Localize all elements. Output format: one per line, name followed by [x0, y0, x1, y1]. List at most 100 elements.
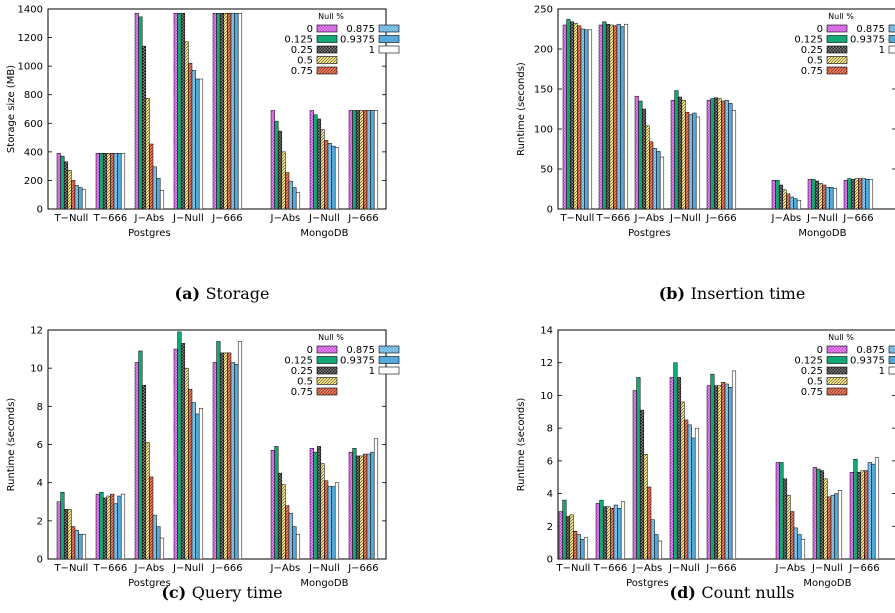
bar-postgres-0-series-7: [583, 537, 589, 560]
caption-letter: (a): [175, 284, 206, 303]
bar-postgres-3-series-3: [681, 99, 686, 210]
bar-postgres-3-series-1: [673, 362, 678, 560]
bar-mongodb-2-series-6: [865, 179, 870, 210]
bar-mongodb-0-series-6: [797, 534, 802, 560]
bar-postgres-0-series-0: [562, 24, 567, 210]
bar-mongodb-2-series-2: [355, 455, 361, 560]
bar-postgres-4-series-1: [216, 341, 221, 560]
bar-postgres-4-series-7: [731, 370, 737, 560]
legend-label: 0.75: [801, 387, 823, 398]
bar-postgres-4-series-2: [713, 385, 719, 560]
bar-postgres-2-series-3: [645, 125, 650, 210]
bar-postgres-0-series-6: [584, 29, 589, 210]
bar-mongodb-0-series-6: [292, 187, 297, 210]
bar-mongodb-0-series-5: [288, 512, 293, 560]
legend-swatch: [826, 377, 848, 385]
bar-postgres-0-series-6: [78, 533, 83, 560]
bar-mongodb-2-series-4: [363, 110, 368, 210]
bar-postgres-0-series-6: [580, 539, 585, 560]
bar-postgres-3-series-5: [687, 424, 692, 560]
bar-postgres-0-series-1: [60, 491, 65, 560]
bar-postgres-0-series-7: [81, 533, 87, 560]
y-tick-label: 100: [534, 125, 553, 136]
bar-postgres-0-series-7: [81, 189, 87, 210]
x-tick-label: J−Abs: [270, 213, 301, 224]
bar-postgres-2-series-1: [638, 100, 643, 210]
x-tick-label: T−666: [596, 213, 631, 224]
legend-swatch: [316, 56, 338, 64]
bar-mongodb-2-series-7: [868, 179, 874, 210]
legend-swatch: [888, 45, 895, 54]
legend-swatch: [826, 345, 848, 354]
bar-postgres-2-series-2: [141, 385, 147, 560]
bar-postgres-3-series-5: [688, 114, 693, 210]
bar-postgres-3-series-5: [191, 402, 196, 560]
legend-label: 0.75: [801, 66, 823, 77]
chart-panel-1: 0 200 400 600 800 1000 1200 1400 Storage size (M…: [6, 5, 400, 303]
legend-label: 0.9375: [340, 356, 375, 367]
bar-postgres-0-series-5: [576, 534, 581, 560]
bar-mongodb-0-series-0: [270, 110, 275, 210]
legend-swatch: [888, 24, 895, 33]
legend-label: 0.5: [297, 377, 313, 388]
bar-mongodb-1-series-2: [316, 446, 322, 560]
bar-postgres-0-series-5: [74, 185, 79, 210]
bar-postgres-0-series-6: [78, 187, 83, 210]
bar-postgres-4-series-6: [234, 13, 239, 210]
bar-mongodb-2-series-3: [359, 110, 364, 210]
legend-swatch: [888, 366, 895, 375]
bar-mongodb-0-series-4: [786, 193, 791, 210]
bar-postgres-3-series-7: [198, 407, 204, 560]
legend-label: 0: [307, 345, 313, 356]
legend-label: 0.125: [794, 35, 823, 46]
bar-postgres-2-series-4: [649, 141, 654, 210]
legend-swatch: [378, 366, 400, 375]
legend-label: 0.875: [856, 345, 885, 356]
bar-mongodb-0-series-6: [793, 198, 798, 210]
x-tick-label: J−Null: [172, 213, 204, 224]
group-label: Postgres: [128, 578, 171, 589]
bar-postgres-0-series-1: [562, 499, 567, 560]
bar-postgres-2-series-3: [145, 98, 150, 210]
bar-postgres-4-series-3: [717, 98, 722, 210]
x-tick-label: T−Null: [53, 213, 88, 224]
legend-swatch: [316, 387, 338, 396]
bar-postgres-0-series-3: [569, 514, 574, 560]
bar-postgres-1-series-6: [117, 495, 122, 560]
y-tick-label: 0: [37, 205, 43, 216]
bar-postgres-4-series-0: [706, 385, 711, 560]
bar-postgres-3-series-0: [670, 99, 675, 210]
bar-mongodb-0-series-1: [274, 446, 279, 560]
bar-mongodb-1-series-6: [331, 145, 336, 210]
bar-postgres-1-series-5: [613, 504, 618, 560]
bar-mongodb-1-series-1: [313, 451, 318, 560]
x-tick-label: T−Null: [555, 563, 590, 574]
legend-swatch: [316, 24, 338, 33]
bar-postgres-3-series-2: [180, 13, 186, 210]
bar-postgres-2-series-5: [650, 519, 655, 560]
bar-postgres-1-series-2: [605, 23, 611, 210]
bar-postgres-2-series-1: [636, 377, 641, 560]
caption-letter: (b): [659, 284, 691, 303]
bar-mongodb-2-series-5: [861, 178, 866, 210]
x-tick-label: T−666: [93, 563, 128, 574]
bar-mongodb-0-series-4: [285, 505, 290, 560]
legend-label: 0.75: [291, 66, 313, 77]
bar-postgres-0-series-3: [573, 23, 578, 210]
bar-postgres-1-series-5: [616, 23, 621, 210]
bar-mongodb-1-series-6: [331, 486, 336, 560]
y-tick-label: 14: [540, 326, 553, 337]
bar-postgres-2-series-4: [647, 486, 652, 560]
y-tick-label: 8: [547, 424, 553, 435]
group-label: Postgres: [626, 578, 669, 589]
bar-mongodb-2-series-5: [366, 110, 371, 210]
y-tick-label: 150: [534, 85, 553, 96]
x-tick-label: J−666: [211, 563, 242, 574]
bar-postgres-1-series-1: [599, 499, 604, 560]
bar-mongodb-2-series-4: [864, 470, 869, 560]
bar-postgres-1-series-0: [595, 503, 600, 560]
x-tick-label: J−Null: [308, 563, 340, 574]
bar-postgres-0-series-0: [56, 501, 61, 560]
y-axis-label: Runtime (seconds): [6, 398, 17, 492]
bar-postgres-4-series-1: [216, 13, 221, 210]
